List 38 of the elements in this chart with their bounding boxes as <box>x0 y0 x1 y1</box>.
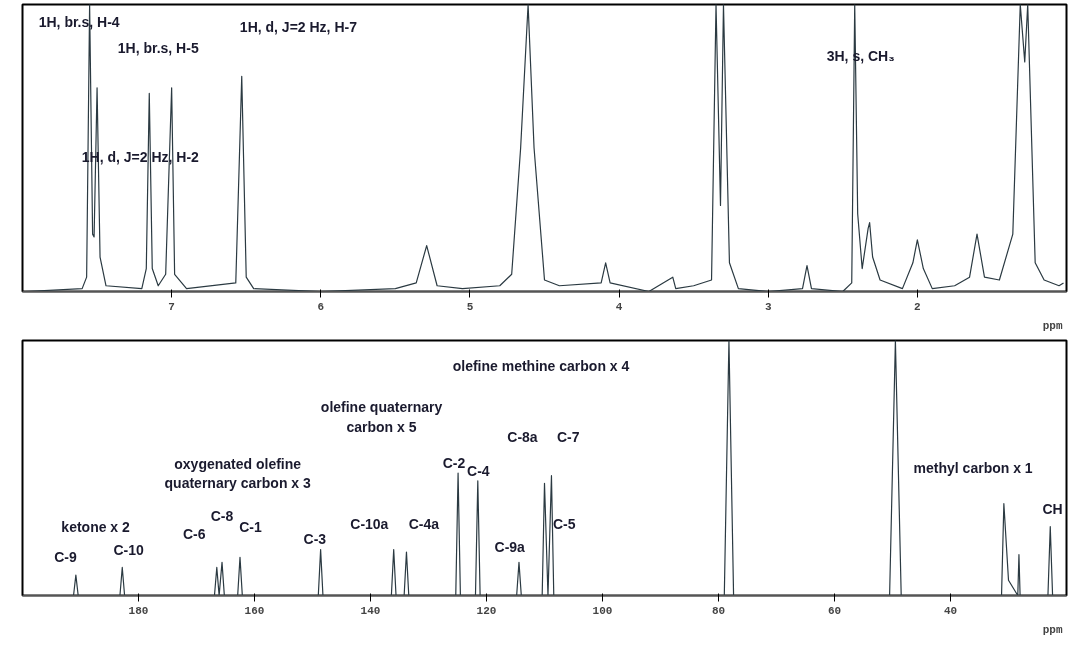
annotation: C-6 <box>182 526 206 543</box>
x-tick-label: 120 <box>476 604 497 617</box>
annotation: C-2 <box>442 454 466 471</box>
annotation: C-4 <box>467 462 490 479</box>
x-tick-label: 40 <box>943 604 958 617</box>
annotation: ketone x 2 <box>61 518 131 535</box>
annotation: C-5 <box>552 516 576 533</box>
x-axis-title: ppm <box>1042 319 1063 332</box>
annotation: oxygenated olefine quaternary carbon x 3 <box>164 455 312 491</box>
x-tick-label: 100 <box>592 604 613 617</box>
x-tick-label: 160 <box>244 604 265 617</box>
annotation: C-7 <box>557 429 580 446</box>
x-tick-label: 5 <box>466 300 474 313</box>
annotation: 1H, d, J=2 Hz, H-7 <box>239 19 358 36</box>
annotation: CH <box>1042 500 1063 517</box>
annotation: C-4a <box>408 516 440 533</box>
annotation: C-9a <box>494 539 526 556</box>
x-tick-label: 180 <box>128 604 149 617</box>
annotation: C-3 <box>303 531 327 548</box>
x-tick-label: 6 <box>317 300 325 313</box>
x-tick-label: 3 <box>764 300 772 313</box>
x-axis-title: ppm <box>1042 623 1063 636</box>
annotation: C-1 <box>239 518 262 535</box>
x-tick-label: 7 <box>168 300 175 313</box>
annotation: methyl carbon x 1 <box>913 460 1033 476</box>
annotation: C-8 <box>210 508 234 525</box>
x-tick-label: 4 <box>615 300 623 313</box>
annotation: 1H, br.s, H-5 <box>117 39 199 56</box>
x-tick-label: 140 <box>360 604 381 617</box>
annotation: C-9 <box>54 549 77 566</box>
annotation: C-10 <box>113 541 145 558</box>
annotation: olefine methine carbon x 4 <box>452 358 630 374</box>
annotation: C-8a <box>507 429 538 446</box>
x-tick-label: 80 <box>711 604 726 617</box>
x-tick-label: 60 <box>827 604 842 617</box>
x-tick-label: 2 <box>914 300 921 313</box>
annotation: olefine quaternary carbon x 5 <box>320 399 443 435</box>
annotation: C-10a <box>350 516 389 533</box>
